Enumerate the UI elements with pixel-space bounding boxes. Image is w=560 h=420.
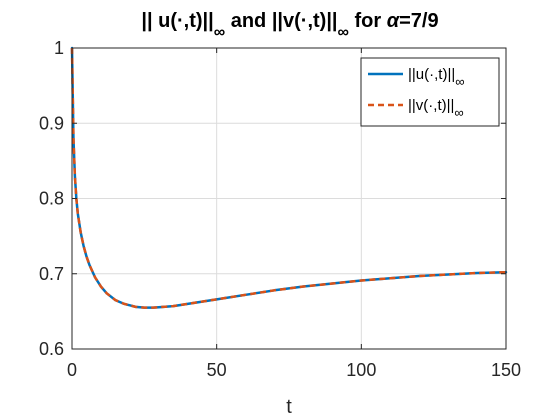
x-tick-label: 150 [491,360,521,380]
legend-label-v: ||v(·,t)||∞ [408,97,464,120]
y-tick-label: 0.7 [39,264,64,284]
y-tick-label: 1 [54,38,64,58]
x-axis-label: t [286,396,292,418]
legend-label-u: ||u(·,t)||∞ [408,66,465,89]
x-tick-label: 50 [207,360,227,380]
chart-title: || u(·,t)||∞ and ||v(·,t)||∞ for α=7/9 [141,10,438,41]
legend: ||u(·,t)||∞ ||v(·,t)||∞ [360,57,500,127]
y-tick-label: 0.8 [39,189,64,209]
x-tick-label: 100 [346,360,376,380]
series-layer [70,46,508,309]
series-line-v [70,47,507,309]
x-tick-label: 0 [67,360,77,380]
y-tick-label: 0.9 [39,113,64,133]
legend-box [360,57,500,127]
ticks-layer: 0 50 100 150 0.6 0.7 0.8 0.9 1 [39,38,521,380]
y-tick-label: 0.6 [39,339,64,359]
